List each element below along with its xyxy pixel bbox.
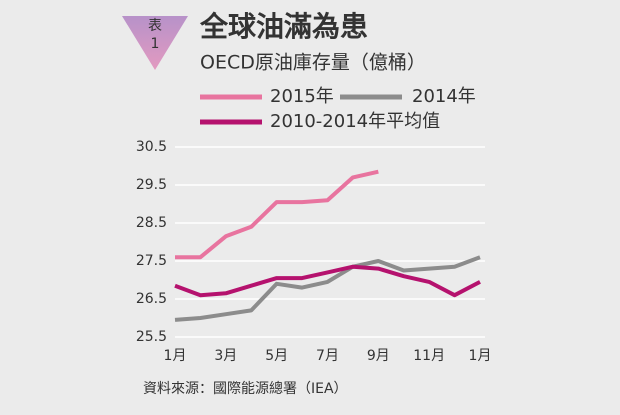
x-tick-label: 9月 (367, 348, 390, 364)
source: 資料來源：國際能源總署（IEA） (143, 380, 348, 397)
legend-label: 2015年 (270, 86, 334, 107)
x-tick-label: 3月 (214, 348, 237, 364)
x-tick-label: 5月 (265, 348, 288, 364)
y-tick-label: 26.5 (136, 291, 167, 307)
line-series (175, 169, 379, 260)
y-tick-label: 30.5 (136, 139, 167, 155)
line-series (174, 264, 481, 298)
line-series (174, 255, 481, 322)
chart-subtitle: OECD原油庫存量（億桶） (200, 52, 426, 74)
x-tick-label: 7月 (316, 348, 339, 364)
legend-label: 2010-2014年平均值 (270, 111, 440, 132)
x-tick-label: 1月 (164, 348, 187, 364)
legend-label: 2014年 (412, 86, 476, 107)
y-tick-label: 29.5 (136, 177, 167, 193)
y-tick-label: 27.5 (136, 253, 167, 269)
x-tick-label: 11月 (413, 348, 445, 364)
y-tick-label: 28.5 (136, 215, 167, 231)
badge-triangle (122, 16, 188, 70)
y-tick-label: 25.5 (136, 329, 167, 345)
chart-title: 全球油滿為患 (199, 10, 368, 43)
x-tick-label: 1月 (469, 348, 492, 364)
